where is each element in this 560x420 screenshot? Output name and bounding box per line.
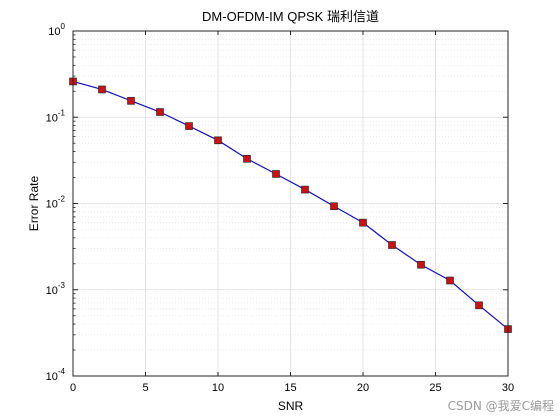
data-point: [417, 260, 425, 269]
data-point: [127, 97, 135, 105]
y-tick-label: 100: [48, 22, 65, 38]
x-tick-label: 20: [357, 382, 369, 394]
x-tick-label: 0: [70, 382, 76, 394]
data-point: [185, 122, 193, 130]
x-tick-label: 10: [212, 382, 224, 394]
data-point: [243, 154, 251, 163]
data-point: [98, 85, 106, 94]
series-line: [72, 80, 509, 330]
y-axis-label: Error Rate: [27, 176, 41, 232]
y-tick-label: 10-4: [46, 367, 66, 383]
grid: [72, 30, 509, 377]
data-point: [272, 170, 280, 178]
x-tick-label: 15: [284, 382, 296, 394]
x-axis-label: SNR: [278, 399, 304, 413]
data-point: [330, 202, 338, 211]
data-point: [388, 241, 396, 249]
y-tick-label: 10-1: [46, 108, 66, 124]
data-point: [301, 185, 309, 194]
data-point: [359, 218, 367, 227]
x-tick-label: 30: [502, 382, 514, 394]
data-point: [214, 136, 222, 145]
data-point: [156, 108, 164, 116]
series-layer: [69, 77, 512, 333]
x-tick-label: 25: [429, 382, 441, 394]
data-point: [446, 276, 454, 285]
x-tick-label: 5: [142, 382, 148, 394]
ticks: 0 5 10 15 20 25 30 100 10-1 10-2 10-3 10-4: [46, 22, 515, 394]
y-tick-label: 10-3: [46, 281, 66, 297]
data-point: [475, 301, 483, 310]
watermark: CSDN @我爱C编程: [447, 399, 554, 413]
chart-title: DM-OFDM-IM QPSK 瑞利信道: [202, 9, 379, 24]
y-tick-label: 10-2: [46, 195, 66, 211]
